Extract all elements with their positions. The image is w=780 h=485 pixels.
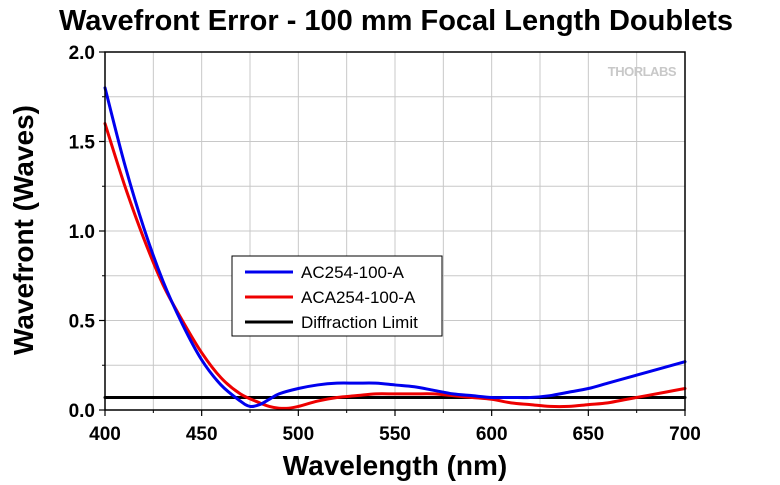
y-tick-label: 0.5	[69, 312, 96, 333]
x-tick-label: 500	[282, 424, 314, 445]
y-tick-label: 1.0	[69, 222, 95, 243]
y-tick-label: 1.5	[69, 133, 96, 154]
legend-label-ac254: AC254-100-A	[301, 263, 405, 282]
axis-ticks: 400 450 500 550 600 650 700 0.0 0.5 1.0 1.5 2.0	[69, 43, 701, 445]
grid	[105, 52, 685, 410]
x-tick-label: 550	[379, 424, 411, 445]
x-tick-label: 600	[476, 424, 508, 445]
x-axis-label: Wavelength (nm)	[283, 450, 508, 481]
x-tick-label: 400	[89, 424, 121, 445]
series-line-ac254-100-a	[103, 86, 687, 409]
y-tick-label: 0.0	[69, 401, 95, 422]
legend-label-diffraction-limit: Diffraction Limit	[301, 313, 418, 332]
legend-label-aca254: ACA254-100-A	[301, 288, 416, 307]
x-tick-label: 700	[669, 424, 701, 445]
y-axis-label: Wavefront (Waves)	[8, 105, 39, 355]
x-tick-label: 450	[186, 424, 218, 445]
series-layer	[103, 86, 687, 410]
series-line-aca254-100-a	[103, 122, 687, 410]
chart-title: Wavefront Error - 100 mm Focal Length Do…	[59, 5, 733, 37]
y-tick-label: 2.0	[69, 43, 95, 64]
legend: AC254-100-A ACA254-100-A Diffraction Lim…	[231, 255, 443, 337]
x-tick-label: 650	[572, 424, 604, 445]
thorlabs-watermark: THORLABS	[608, 64, 677, 79]
